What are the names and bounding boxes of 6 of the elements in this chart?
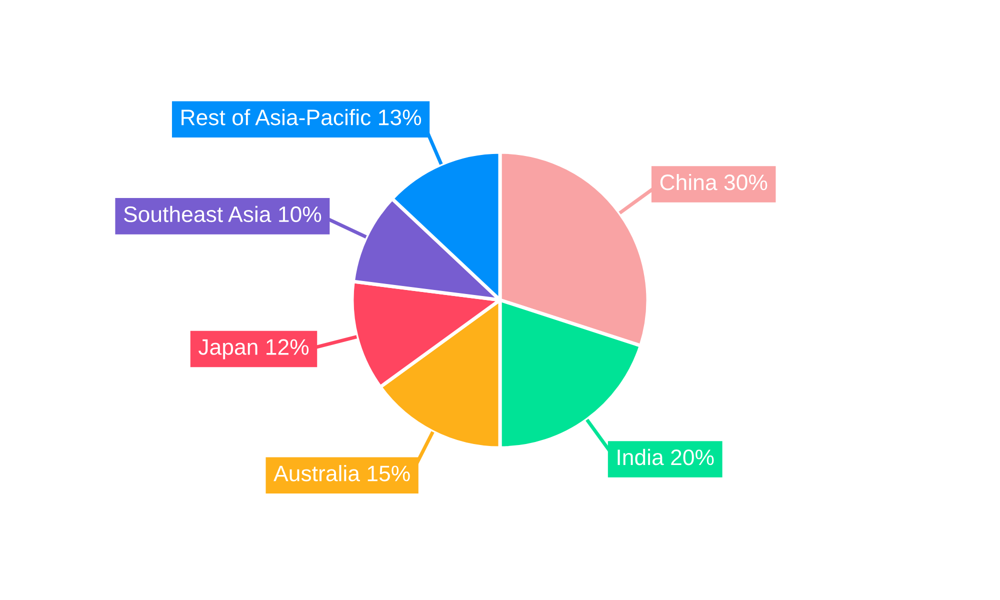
slice-label: Australia 15% [274,465,410,482]
slice-label: Rest of Asia-Pacific 13% [182,108,422,126]
slice-label: India 20% [618,448,714,466]
slice-label: China 30% [660,174,768,190]
slice-label: Japan 12% [198,339,309,360]
slice-label: Southeast Asia 10% [124,206,322,222]
